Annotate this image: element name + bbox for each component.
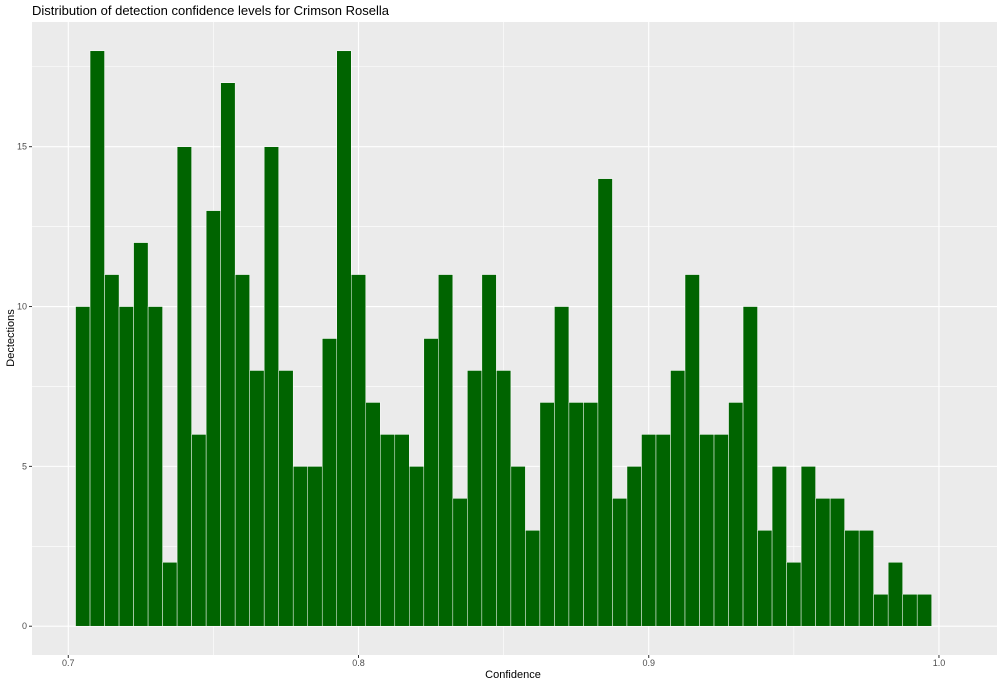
histogram-bar	[728, 402, 744, 627]
histogram-bar	[583, 402, 599, 627]
histogram-bar	[713, 434, 729, 627]
histogram-bar	[496, 370, 512, 627]
histogram-bar	[191, 434, 207, 627]
histogram-bar	[104, 274, 120, 627]
histogram-bar	[916, 594, 932, 627]
histogram-bar	[525, 530, 541, 627]
histogram-bar	[873, 594, 889, 627]
x-tick-label: 0.9	[642, 658, 655, 668]
histogram-bar	[423, 338, 439, 627]
y-tick-label: 5	[22, 461, 27, 471]
histogram-bar	[394, 434, 410, 627]
histogram-bar	[380, 434, 396, 627]
histogram-bar	[409, 466, 425, 627]
y-axis: 0 5 10 15	[17, 142, 32, 631]
histogram-bar	[742, 306, 758, 627]
histogram-bar	[162, 562, 178, 627]
histogram-bar	[467, 370, 483, 627]
histogram-bar	[307, 466, 323, 627]
bars	[75, 50, 932, 627]
histogram-bar	[147, 306, 163, 627]
histogram-bar	[481, 274, 497, 627]
y-tick-label: 10	[17, 302, 27, 312]
y-tick-label: 15	[17, 142, 27, 152]
x-tick-label: 0.8	[352, 658, 365, 668]
histogram-bar	[641, 434, 657, 627]
chart-title: Distribution of detection confidence lev…	[32, 3, 390, 18]
histogram-bar	[902, 594, 918, 627]
histogram-bar	[438, 274, 454, 627]
x-tick-label: 1.0	[933, 658, 946, 668]
histogram-bar	[858, 530, 874, 627]
histogram-bar	[365, 402, 381, 627]
x-axis-title: Confidence	[485, 669, 541, 681]
histogram-bar	[815, 498, 831, 627]
histogram-bar	[249, 370, 265, 627]
histogram-bar	[133, 242, 149, 627]
histogram-bar	[684, 274, 700, 627]
histogram-bar	[321, 338, 337, 627]
histogram-bar	[844, 530, 860, 627]
histogram-bar	[568, 402, 584, 627]
histogram-bar	[771, 466, 787, 627]
histogram-bar	[278, 370, 294, 627]
x-tick-label: 0.7	[62, 658, 75, 668]
histogram-bar	[452, 498, 468, 627]
histogram-bar	[786, 562, 802, 627]
histogram-bar	[350, 274, 367, 627]
histogram-bar	[829, 498, 845, 627]
histogram-bar	[220, 82, 236, 627]
histogram-bar	[554, 306, 570, 627]
histogram-bar	[655, 434, 671, 627]
y-tick-label: 0	[22, 621, 27, 631]
histogram-bar	[539, 402, 555, 627]
histogram-bar	[118, 306, 134, 627]
histogram-bar	[75, 306, 91, 627]
histogram-bar	[757, 530, 773, 627]
histogram-bar	[336, 50, 352, 627]
histogram-bar	[263, 146, 279, 627]
histogram-bar	[670, 370, 686, 627]
histogram-bar	[612, 498, 628, 627]
histogram-bar	[626, 466, 642, 627]
histogram-bar	[699, 434, 715, 627]
x-axis: 0.7 0.8 0.9 1.0	[62, 655, 945, 668]
y-axis-title: Dectections	[5, 309, 17, 367]
histogram-bar	[800, 466, 816, 627]
histogram-bar	[292, 466, 308, 627]
histogram-bar	[89, 50, 105, 627]
histogram-bar	[510, 466, 526, 627]
histogram-bar	[887, 562, 903, 627]
histogram-bar	[597, 178, 613, 627]
histogram-bar	[205, 210, 221, 627]
histogram-bar	[176, 146, 192, 627]
histogram-bar	[234, 274, 250, 627]
